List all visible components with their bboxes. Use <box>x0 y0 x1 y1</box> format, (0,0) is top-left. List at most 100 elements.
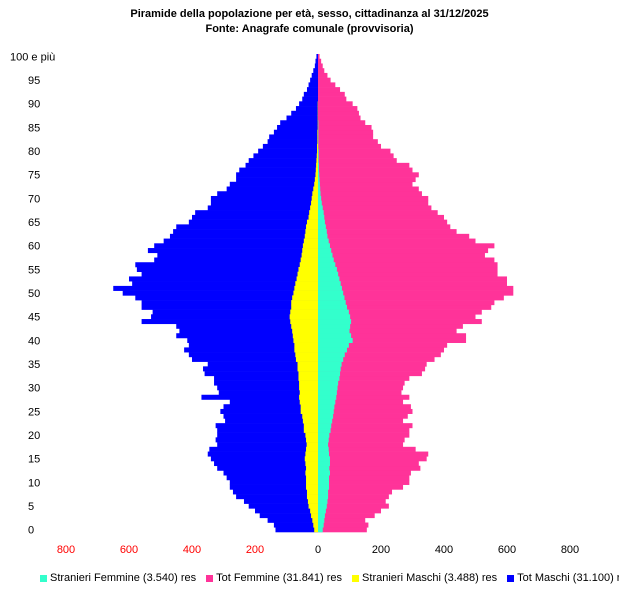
bar-tot-maschi-age-81 <box>262 143 318 149</box>
bar-tot-femmine-age-64 <box>318 224 451 230</box>
population-tick-label: 200 <box>372 544 390 556</box>
bar-tot-femmine-age-36 <box>318 356 435 362</box>
bar-tot-maschi-age-66 <box>192 214 318 220</box>
bar-tot-femmine-age-49 <box>318 295 504 301</box>
bar-stranieri-maschi-age-58 <box>301 252 318 258</box>
bar-stranieri-maschi-age-44 <box>290 319 318 325</box>
bar-stranieri-maschi-age-43 <box>291 323 318 329</box>
bar-stranieri-maschi-age-41 <box>292 333 318 339</box>
bar-stranieri-maschi-age-46 <box>290 309 318 315</box>
bar-stranieri-maschi-age-17 <box>306 446 318 452</box>
bar-stranieri-maschi-age-36 <box>295 356 318 362</box>
bar-tot-femmine-age-0 <box>318 527 367 533</box>
age-tick-label: 40 <box>28 335 40 347</box>
bar-tot-maschi-age-17 <box>209 446 318 452</box>
bar-tot-maschi-age-20 <box>217 432 318 438</box>
bar-stranieri-maschi-age-52 <box>295 281 318 287</box>
age-tick-label: 5 <box>28 501 34 513</box>
bar-stranieri-maschi-age-49 <box>292 295 318 301</box>
bar-tot-femmine-age-47 <box>318 304 492 310</box>
age-tick-label: 0 <box>28 525 34 537</box>
bar-stranieri-femmine-age-62 <box>318 233 328 239</box>
bar-tot-femmine-age-84 <box>318 129 374 135</box>
bar-stranieri-femmine-age-75 <box>318 172 320 178</box>
population-tick-label: 0 <box>315 544 321 556</box>
bar-stranieri-femmine-age-60 <box>318 243 330 249</box>
bar-stranieri-femmine-age-41 <box>318 333 352 339</box>
bar-tot-femmine-age-88 <box>318 110 359 116</box>
bar-tot-femmine-age-53 <box>318 276 507 282</box>
bar-tot-femmine-age-69 <box>318 200 429 206</box>
population-tick-label: 400 <box>183 544 201 556</box>
bar-tot-maschi-age-8 <box>232 489 318 495</box>
bar-tot-maschi-age-44 <box>141 319 318 325</box>
bar-stranieri-femmine-age-52 <box>318 281 341 287</box>
bar-tot-femmine-age-31 <box>318 380 405 386</box>
bar-stranieri-femmine-age-16 <box>318 451 330 457</box>
bar-tot-femmine-age-78 <box>318 158 397 164</box>
population-tick-label: 800 <box>57 544 75 556</box>
bar-tot-femmine-age-66 <box>318 214 444 220</box>
bar-stranieri-femmine-age-4 <box>318 508 326 514</box>
bar-stranieri-femmine-age-77 <box>318 162 319 168</box>
bar-tot-femmine-age-87 <box>318 115 361 121</box>
bar-tot-maschi-age-52 <box>132 281 318 287</box>
bar-tot-femmine-age-95 <box>318 77 331 83</box>
bar-stranieri-femmine-age-18 <box>318 442 329 448</box>
bar-stranieri-femmine-age-44 <box>318 319 352 325</box>
bar-tot-femmine-age-34 <box>318 366 426 372</box>
age-tick-label: 100 e più <box>10 51 55 63</box>
legend-item-stranieri-femmine: Stranieri Femmine (3.540) res <box>40 572 196 584</box>
bar-tot-maschi-age-74 <box>236 177 318 183</box>
bar-tot-maschi-age-94 <box>308 82 318 88</box>
bar-stranieri-maschi-age-38 <box>294 347 318 353</box>
bar-tot-femmine-age-23 <box>318 418 404 424</box>
bar-tot-femmine-age-3 <box>318 513 375 519</box>
bar-stranieri-maschi-age-45 <box>289 314 318 320</box>
bar-tot-femmine-age-41 <box>318 333 467 339</box>
bar-tot-femmine-age-44 <box>318 319 482 325</box>
bar-tot-maschi-age-11 <box>226 475 318 481</box>
bars-group <box>113 54 514 533</box>
bar-tot-maschi-age-38 <box>184 347 318 353</box>
population-tick-label: 800 <box>561 544 579 556</box>
bar-tot-maschi-age-34 <box>203 366 318 372</box>
bar-stranieri-maschi-age-53 <box>296 276 318 282</box>
bar-stranieri-maschi-age-16 <box>305 451 318 457</box>
bar-tot-maschi-age-46 <box>152 309 318 315</box>
bar-tot-maschi-age-79 <box>253 153 318 159</box>
bar-tot-maschi-age-68 <box>207 205 318 211</box>
bar-tot-maschi-age-55 <box>136 266 318 273</box>
bar-tot-femmine-age-81 <box>318 143 381 149</box>
bar-stranieri-maschi-age-70 <box>311 195 318 202</box>
bar-tot-maschi-age-40 <box>187 337 318 343</box>
bar-tot-maschi-age-73 <box>229 181 318 187</box>
bar-tot-femmine-age-86 <box>318 120 366 126</box>
bar-stranieri-maschi-age-12 <box>305 470 318 476</box>
bar-tot-maschi-age-53 <box>129 276 318 282</box>
bar-tot-maschi-age-6 <box>243 498 318 504</box>
bar-stranieri-maschi-age-77 <box>316 162 318 168</box>
bar-tot-femmine-age-30 <box>318 385 404 391</box>
age-tick-label: 20 <box>28 430 40 442</box>
bar-tot-maschi-age-2 <box>267 517 318 523</box>
age-tick-label: 50 <box>28 288 40 300</box>
bar-stranieri-maschi-age-29 <box>299 390 318 396</box>
bar-tot-femmine-age-62 <box>318 233 470 239</box>
bar-stranieri-maschi-age-48 <box>291 300 318 306</box>
bar-stranieri-femmine-age-48 <box>318 300 346 306</box>
bar-stranieri-maschi-age-14 <box>305 461 318 467</box>
bar-tot-maschi-age-32 <box>214 375 318 381</box>
bar-stranieri-femmine-age-37 <box>318 352 345 358</box>
bar-tot-maschi-age-9 <box>229 484 318 490</box>
bar-stranieri-femmine-age-54 <box>318 271 339 277</box>
bar-tot-maschi-age-41 <box>176 333 318 339</box>
bar-tot-maschi-age-87 <box>286 115 318 121</box>
bar-tot-maschi-age-65 <box>188 219 318 225</box>
bar-tot-femmine-age-97 <box>318 68 325 74</box>
bar-stranieri-femmine-age-5 <box>318 503 327 509</box>
legend-swatch-stranieri-maschi <box>352 574 360 582</box>
bar-tot-femmine-age-42 <box>318 328 457 334</box>
bar-tot-maschi-age-29 <box>218 390 318 396</box>
bar-stranieri-maschi-age-80 <box>317 148 318 154</box>
